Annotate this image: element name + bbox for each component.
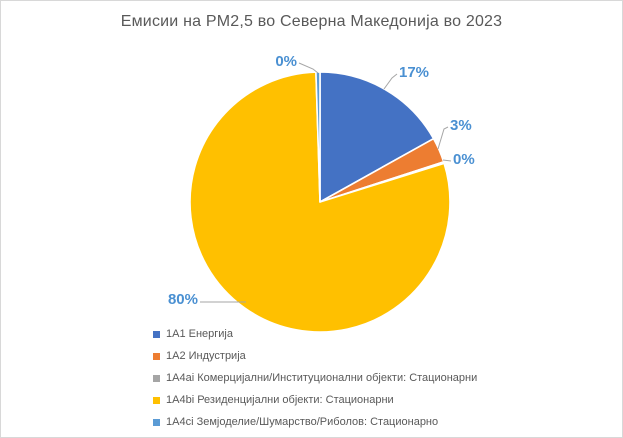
legend-marker-icon — [153, 418, 160, 426]
legend-item-3: 1A4ai Комерцијални/Институционални објек… — [153, 367, 477, 389]
legend-item-2: 1A2 Индустрија — [153, 345, 477, 367]
data-label-1: 17% — [399, 64, 429, 81]
leader-line-3 — [442, 159, 452, 162]
legend-item-4: 1A4bi Резиденцијални објекти: Стационарн… — [153, 389, 477, 411]
data-label-4: 80% — [168, 291, 198, 308]
chart-legend: 1A1 Енергија 1A2 Индустрија 1A4ai Комерциј… — [153, 323, 477, 433]
legend-marker-icon — [153, 396, 160, 404]
legend-marker-icon — [153, 330, 160, 338]
legend-item-5: 1A4ci Земјоделие/Шумарство/Риболов: Стац… — [153, 411, 477, 433]
legend-marker-icon — [153, 374, 160, 382]
legend-marker-icon — [153, 352, 160, 360]
legend-item-label: 1A1 Енергија — [166, 328, 233, 340]
data-label-2: 3% — [450, 117, 472, 134]
leader-line-1 — [383, 73, 398, 90]
legend-item-label: 1A4ci Земјоделие/Шумарство/Риболов: Стац… — [166, 416, 439, 428]
data-label-3: 0% — [453, 151, 475, 168]
legend-item-label: 1A4bi Резиденцијални објекти: Стационарн… — [166, 394, 394, 406]
legend-item-label: 1A2 Индустрија — [166, 350, 246, 362]
legend-item-1: 1A1 Енергија — [153, 323, 477, 345]
chart-title: Емисии на PM2,5 во Северна Македонија во… — [120, 13, 503, 30]
pie-slice-1 — [319, 71, 435, 203]
data-label-5: 0% — [275, 53, 297, 70]
leader-line-2 — [437, 126, 449, 150]
legend-item-label: 1A4ai Комерцијални/Институционални објек… — [166, 372, 478, 384]
